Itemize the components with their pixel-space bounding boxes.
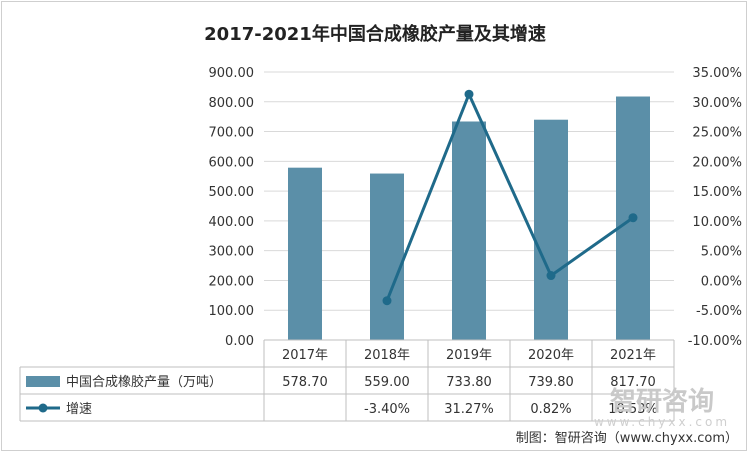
growth-value-label: -3.40% [364, 402, 410, 417]
right-tick-label: 20.00% [692, 155, 742, 170]
left-tick-label: 800.00 [209, 96, 255, 111]
legend-label-bar: 中国合成橡胶产量（万吨） [66, 374, 222, 390]
left-axis-ticks: 0.00 100.00 200.00 300.00 400.00 500.00 600.00… [209, 66, 255, 349]
left-tick-label: 400.00 [209, 215, 255, 230]
legend-swatch-bar [26, 376, 60, 387]
bar-value-label: 559.00 [364, 375, 410, 390]
bar-value-label: 733.80 [446, 375, 492, 390]
growth-value-label: 31.27% [444, 402, 494, 417]
bar-value-label: 739.80 [528, 375, 574, 390]
right-tick-label: 5.00% [701, 245, 742, 260]
growth-value-label: 10.53% [608, 402, 658, 417]
watermark: 智研咨询 www.chyxx.com [594, 386, 730, 429]
right-tick-label: 15.00% [692, 185, 742, 200]
line-point [628, 213, 638, 223]
right-tick-label: 10.00% [692, 215, 742, 230]
bar [452, 121, 486, 341]
source-note: 制图：智研咨询（www.chyxx.com） [516, 431, 738, 446]
right-tick-label: -5.00% [696, 304, 742, 319]
bar-value-label: 578.70 [282, 375, 328, 390]
data-table: 2017年 2018年 2019年 2020年 2021年中国合成橡胶产量（万吨） 578… [19, 339, 675, 422]
left-tick-label: 0.00 [225, 334, 254, 349]
watermark-text: 智研咨询 [610, 386, 714, 417]
right-axis-ticks: -10.00% -5.00% 0.00% 5.00% 10.00% 15.00% 20.00… [688, 66, 742, 349]
bar [534, 119, 568, 340]
category-label: 2019年 [446, 348, 492, 363]
line-point [464, 89, 474, 99]
growth-line [385, 90, 634, 302]
right-tick-label: -10.00% [688, 334, 742, 349]
bar [288, 167, 322, 340]
right-tick-label: 25.00% [692, 126, 742, 141]
bar-value-label: 817.70 [610, 375, 656, 390]
chart-title: 2017-2021年中国合成橡胶产量及其增速 [204, 23, 546, 45]
bar [370, 173, 404, 340]
left-tick-label: 500.00 [209, 185, 255, 200]
legend-swatch-marker [38, 403, 48, 413]
category-label: 2020年 [528, 348, 574, 363]
left-tick-label: 700.00 [209, 126, 255, 141]
left-tick-label: 600.00 [209, 155, 255, 170]
left-tick-label: 200.00 [209, 274, 255, 289]
line-point [546, 271, 556, 281]
category-label: 2017年 [282, 348, 328, 363]
left-tick-label: 300.00 [209, 245, 255, 260]
right-tick-label: 0.00% [701, 274, 742, 289]
line-series [382, 89, 638, 306]
left-tick-label: 100.00 [209, 304, 255, 319]
growth-value-label: 0.82% [530, 402, 571, 417]
bar-series [288, 96, 650, 341]
right-tick-label: 35.00% [692, 66, 742, 81]
category-label: 2021年 [610, 348, 656, 363]
category-label: 2018年 [364, 348, 410, 363]
line-point [382, 296, 392, 306]
left-tick-label: 900.00 [209, 66, 255, 81]
legend-label-line: 增速 [66, 402, 92, 417]
watermark-url: www.chyxx.com [594, 415, 730, 429]
right-tick-label: 30.00% [692, 96, 742, 111]
